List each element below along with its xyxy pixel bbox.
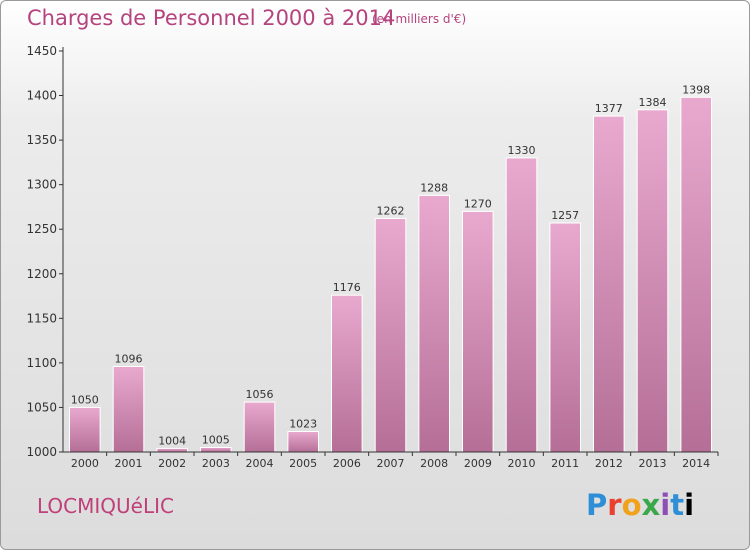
y-tick-label: 1450 xyxy=(26,44,57,58)
bar-value-label: 1330 xyxy=(508,144,536,157)
bar-2011 xyxy=(549,222,582,453)
y-tick-label: 1350 xyxy=(26,133,57,147)
y-tick-label: 1200 xyxy=(26,267,57,281)
commune-name: LOCMIQUéLIC xyxy=(37,494,174,518)
bar-2006 xyxy=(331,294,363,453)
x-tick-label: 2010 xyxy=(508,457,536,470)
bars-group: 1050 1096 1004 1005 1056 1023 1176 1262 1288 1270… xyxy=(69,83,713,453)
chart-subtitle: (en milliers d'€) xyxy=(372,12,467,26)
bar-2004 xyxy=(243,401,276,453)
y-tick-label: 1050 xyxy=(26,400,57,414)
logo-letter: o xyxy=(621,488,642,522)
y-tick-label: 1000 xyxy=(26,445,57,459)
x-tick-label: 2005 xyxy=(289,457,317,470)
logo-letter: x xyxy=(641,488,661,522)
bar-value-label: 1257 xyxy=(551,209,579,222)
y-tick-label: 1250 xyxy=(26,222,57,236)
x-tick-label: 2012 xyxy=(595,457,623,470)
logo-letter: t xyxy=(670,488,685,522)
y-tick-label: 1100 xyxy=(26,356,57,370)
x-tick-label: 2002 xyxy=(158,457,186,470)
bar-2000 xyxy=(69,406,101,453)
bar-value-label: 1023 xyxy=(289,418,317,431)
x-tick-label: 2014 xyxy=(682,457,710,470)
x-tick-label: 2013 xyxy=(639,457,667,470)
bar-2008 xyxy=(418,194,450,453)
proxiti-logo: Proxiti xyxy=(586,488,694,522)
bar-value-label: 1176 xyxy=(333,281,361,294)
bar-2002 xyxy=(156,447,188,453)
x-tick-label: 2008 xyxy=(420,457,448,470)
logo-letter: i xyxy=(684,488,695,522)
y-tick-label: 1300 xyxy=(26,178,57,192)
logo-letter: i xyxy=(660,488,671,522)
bar-2007 xyxy=(374,218,407,453)
x-tick-label: 2000 xyxy=(71,457,99,470)
x-tick-label: 2009 xyxy=(464,457,492,470)
y-tick-label: 1400 xyxy=(26,89,57,103)
bar-2013 xyxy=(636,109,669,453)
bar-2010 xyxy=(505,157,538,453)
y-tick-label: 1150 xyxy=(26,311,57,325)
bar-2014 xyxy=(680,96,713,453)
x-tick-label: 2011 xyxy=(551,457,579,470)
bar-value-label: 1398 xyxy=(682,83,710,96)
bar-value-label: 1005 xyxy=(202,434,230,447)
x-tick-label: 2006 xyxy=(333,457,361,470)
bar-2009 xyxy=(462,210,494,453)
bar-value-label: 1384 xyxy=(639,96,667,109)
bar-value-label: 1004 xyxy=(158,434,186,447)
bar-value-label: 1262 xyxy=(377,205,405,218)
x-tick-label: 2007 xyxy=(377,457,405,470)
x-axis: 2000 2001 2002 2003 2004 2005 2006 2007 2008 2009… xyxy=(63,451,719,470)
x-tick-label: 2001 xyxy=(115,457,143,470)
bar-2003 xyxy=(200,447,232,453)
logo-letter: r xyxy=(607,488,622,522)
x-tick-label: 2003 xyxy=(202,457,230,470)
bar-value-label: 1050 xyxy=(71,393,99,406)
bar-value-label: 1056 xyxy=(246,388,274,401)
bar-2001 xyxy=(112,366,145,453)
bar-value-label: 1096 xyxy=(115,353,143,366)
chart-title: Charges de Personnel 2000 à 2014 xyxy=(27,6,396,30)
x-tick-label: 2004 xyxy=(246,457,274,470)
y-axis: 1000 1050 1100 1150 1200 1250 1300 1350 1400 1450 xyxy=(26,44,64,459)
bar-2012 xyxy=(593,115,625,453)
bar-value-label: 1377 xyxy=(595,102,623,115)
bar-2005 xyxy=(287,431,319,453)
bar-value-label: 1270 xyxy=(464,197,492,210)
bar-value-label: 1288 xyxy=(420,181,448,194)
logo-letter: P xyxy=(586,488,608,522)
